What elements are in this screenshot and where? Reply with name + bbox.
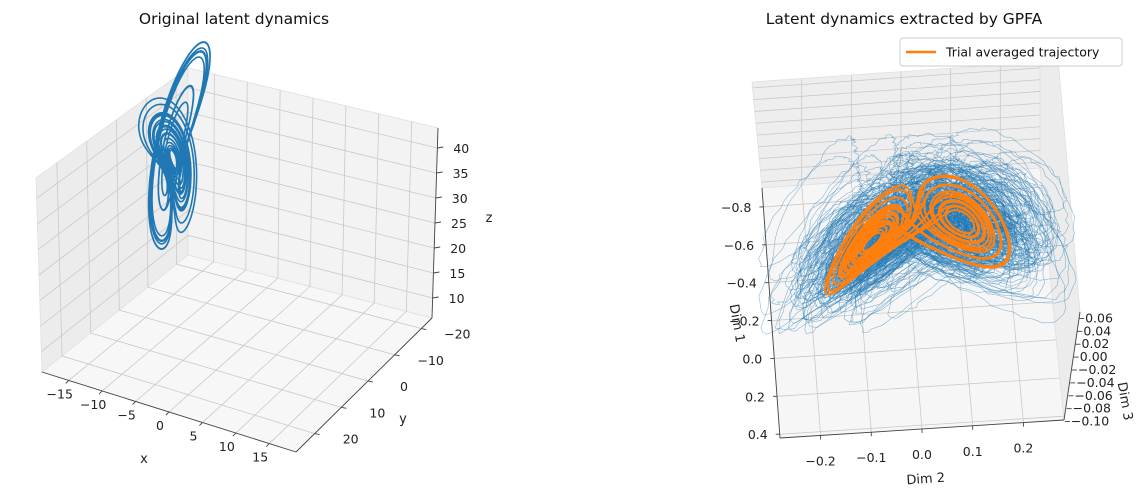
right-z-tick-label: 0.02	[1082, 336, 1110, 351]
right-z-tick-label: −0.08	[1073, 401, 1111, 416]
right-y-tick-label: −0.6	[724, 238, 754, 253]
left-y-tick-label: −10	[417, 353, 443, 368]
left-z-tick-label: 15	[449, 266, 465, 281]
right-z-tick-label: −0.04	[1076, 375, 1114, 390]
right-z-tick-label: 0.00	[1080, 349, 1108, 364]
right-chart: Latent dynamics extracted by GPFA −0.2 −0…	[721, 10, 1135, 488]
left-x-tick-label: 15	[252, 450, 268, 465]
right-average-curve	[823, 174, 1012, 296]
left-z-label: z	[486, 211, 493, 226]
left-x-tick-label: −10	[80, 397, 106, 412]
right-z-tick-label: 0.06	[1085, 310, 1113, 325]
left-z-tick-label: 20	[450, 241, 466, 256]
right-x-tick-label: 0.1	[963, 444, 983, 459]
left-y-tick-label: −20	[444, 327, 470, 342]
right-x-label: Dim 2	[906, 471, 946, 489]
left-x-tick-label: 10	[219, 439, 235, 454]
right-x-tick-label: −0.2	[805, 453, 835, 468]
right-z-tick-label: 0.04	[1083, 323, 1111, 338]
left-gridlines	[36, 74, 439, 453]
right-y-tick-label: −0.4	[726, 276, 756, 291]
right-chart-title: Latent dynamics extracted by GPFA	[766, 10, 1043, 28]
left-y-label: y	[399, 412, 407, 427]
left-y-tick-label: 10	[369, 405, 385, 420]
left-z-ticks: 10 15 20 25 30 35 40	[432, 141, 469, 306]
right-y-tick-label: −0.8	[721, 200, 751, 215]
left-chart-title: Original latent dynamics	[139, 10, 329, 28]
right-y-ticks: −0.8 −0.6 −0.4 −0.2 0.0 0.2 0.4	[721, 200, 780, 442]
right-x-ticks: −0.2 −0.1 0.0 0.1 0.2	[805, 422, 1033, 468]
right-y-label: Dim 1	[726, 303, 747, 344]
right-z-ticks: −0.10−0.08−0.06−0.04−0.020.000.020.040.0…	[1064, 310, 1116, 429]
left-x-tick-label: 0	[156, 418, 164, 433]
lorenz-trajectory-line	[137, 41, 211, 250]
left-z-tick-label: 25	[451, 216, 467, 231]
left-z-tick-label: 35	[453, 166, 469, 181]
right-x-tick-label: 0.2	[1013, 441, 1033, 456]
left-z-tick-label: 40	[453, 141, 469, 156]
right-z-tick-label: −0.06	[1074, 388, 1112, 403]
right-x-tick-label: 0.0	[912, 447, 932, 462]
legend-box	[899, 37, 1123, 67]
right-y-tick-label: 0.2	[745, 389, 765, 404]
left-y-ticks: −20−10 0 10 20	[314, 327, 471, 447]
left-x-label: x	[140, 452, 148, 467]
right-z-label: Dim 3	[1114, 381, 1135, 422]
right-z-tick-label: −0.10	[1071, 414, 1109, 429]
left-x-tick-label: 5	[189, 429, 197, 444]
left-x-ticks: −15 −10 −5 0 5 10 15	[47, 380, 270, 465]
left-x-tick-label: −5	[117, 407, 135, 422]
right-y-tick-label: 0.4	[748, 427, 768, 442]
right-y-tick-label: −0.2	[729, 314, 759, 329]
left-y-tick-label: 0	[400, 379, 408, 394]
legend-entry: Trial averaged trajectory	[945, 45, 1100, 60]
right-x-tick-label: −0.1	[856, 450, 886, 465]
left-y-tick-label: 20	[343, 432, 359, 447]
left-lorenz-curve	[137, 41, 211, 250]
left-z-tick-label: 30	[452, 191, 468, 206]
legend: Trial averaged trajectory	[899, 37, 1123, 67]
left-z-tick-label: 10	[449, 291, 465, 306]
left-chart: Original latent dynamics −15−10−5051015 …	[35, 10, 493, 467]
right-z-tick-label: −0.02	[1078, 362, 1116, 377]
trial-averaged-trajectory-line	[823, 174, 1012, 296]
right-y-tick-label: 0.0	[742, 351, 762, 366]
left-x-tick-label: −15	[47, 386, 73, 401]
